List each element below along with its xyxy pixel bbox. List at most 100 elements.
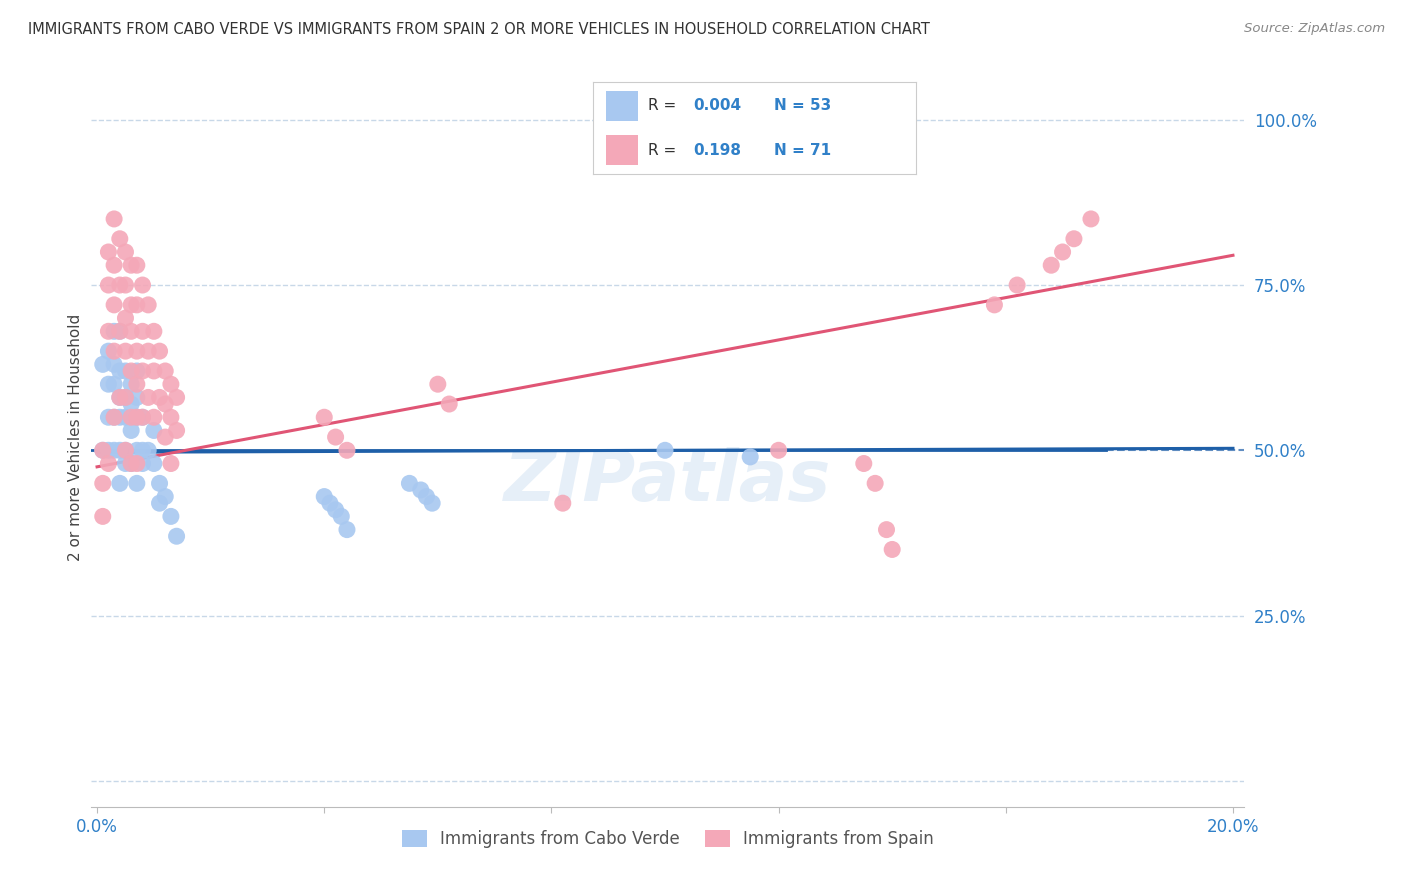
Y-axis label: 2 or more Vehicles in Household: 2 or more Vehicles in Household [67,313,83,561]
Point [125,377,148,392]
Point [120,364,142,378]
Point [654,443,676,458]
Point [120,298,142,312]
Point [108,324,131,338]
Point [97,278,120,293]
Point [114,410,136,425]
Point [142,424,165,438]
Point [336,443,359,458]
Point [155,490,177,504]
Point [148,476,170,491]
Point [114,457,136,471]
Point [103,410,125,425]
Point [108,391,131,405]
Point [125,410,148,425]
Point [125,476,148,491]
Point [983,298,1005,312]
Point [114,344,136,359]
Point [120,424,142,438]
Point [160,410,183,425]
Point [142,410,165,425]
Point [97,244,120,259]
Point [91,476,114,491]
Point [768,443,790,458]
Point [314,490,336,504]
Point [1052,244,1074,259]
Point [131,443,153,458]
Text: ZIPatlas: ZIPatlas [505,447,831,516]
Point [108,278,131,293]
Point [91,357,114,371]
Point [97,410,120,425]
Point [91,509,114,524]
Point [131,410,153,425]
Point [1040,258,1063,272]
Point [125,344,148,359]
Point [120,457,142,471]
Point [551,496,574,510]
Point [136,298,159,312]
Point [136,391,159,405]
Point [876,523,898,537]
Point [108,476,131,491]
Point [166,391,188,405]
Point [114,391,136,405]
Point [142,457,165,471]
Point [131,410,153,425]
Point [336,523,359,537]
Point [131,457,153,471]
Point [1080,211,1102,226]
Point [330,509,353,524]
Point [131,324,153,338]
Point [155,364,177,378]
Point [103,298,125,312]
Point [103,211,125,226]
Point [125,364,148,378]
Text: Source: ZipAtlas.com: Source: ZipAtlas.com [1244,22,1385,36]
Point [852,457,875,471]
Point [114,311,136,326]
Point [136,344,159,359]
Point [398,476,420,491]
Point [160,457,183,471]
Point [108,364,131,378]
Point [142,364,165,378]
Point [103,443,125,458]
Point [108,410,131,425]
Point [120,258,142,272]
Point [136,443,159,458]
Point [125,410,148,425]
Point [114,364,136,378]
Point [120,410,142,425]
Point [120,457,142,471]
Point [148,391,170,405]
Point [319,496,342,510]
Point [325,430,347,444]
Point [155,397,177,411]
Point [91,443,114,458]
Point [114,391,136,405]
Point [863,476,886,491]
Point [166,529,188,543]
Point [740,450,762,464]
Point [415,490,437,504]
Point [437,397,460,411]
Point [114,244,136,259]
Point [420,496,443,510]
Point [131,364,153,378]
Point [108,324,131,338]
Point [882,542,904,557]
Point [155,430,177,444]
Point [160,509,183,524]
Point [125,457,148,471]
Point [97,377,120,392]
Point [108,391,131,405]
Point [103,357,125,371]
Point [131,278,153,293]
Point [1005,278,1028,293]
Point [108,232,131,246]
Point [103,410,125,425]
Point [91,443,114,458]
Point [409,483,432,497]
Point [325,503,347,517]
